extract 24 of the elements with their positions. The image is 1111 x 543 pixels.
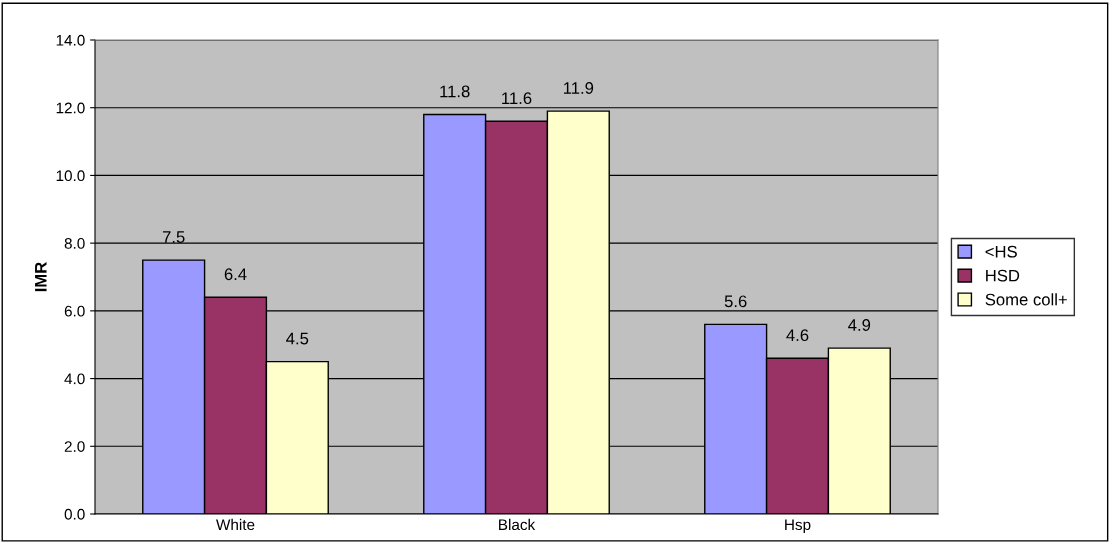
y-tick-label: 6.0 bbox=[64, 305, 85, 317]
x-tick-label: White bbox=[216, 518, 255, 531]
data-label: 5.6 bbox=[724, 295, 747, 308]
y-tick-label: 0.0 bbox=[64, 508, 85, 520]
y-tick-label: 12.0 bbox=[56, 102, 85, 114]
data-label: 11.6 bbox=[502, 92, 532, 105]
y-tick-label: 14.0 bbox=[56, 34, 85, 46]
data-label: 11.9 bbox=[563, 82, 594, 94]
data-label: 6.4 bbox=[224, 268, 247, 281]
y-tick-label: 8.0 bbox=[64, 238, 85, 249]
data-label: 7.5 bbox=[162, 231, 185, 243]
x-tick-label: Black bbox=[499, 518, 536, 531]
x-tick-label: Hsp bbox=[785, 519, 811, 534]
legend-label: <HS bbox=[985, 245, 1017, 258]
data-label: 4.6 bbox=[786, 329, 809, 342]
legend-label: HSD bbox=[986, 269, 1020, 282]
data-label: 4.9 bbox=[848, 319, 871, 331]
y-tick-label: 4.0 bbox=[64, 373, 85, 385]
y-axis-title: IMR bbox=[35, 262, 47, 292]
data-label: 4.5 bbox=[286, 332, 309, 345]
data-label: 11.8 bbox=[440, 85, 470, 98]
legend-label: Some coll+ bbox=[985, 293, 1067, 306]
y-tick-label: 2.0 bbox=[64, 441, 85, 452]
y-tick-label: 10.0 bbox=[56, 170, 85, 182]
